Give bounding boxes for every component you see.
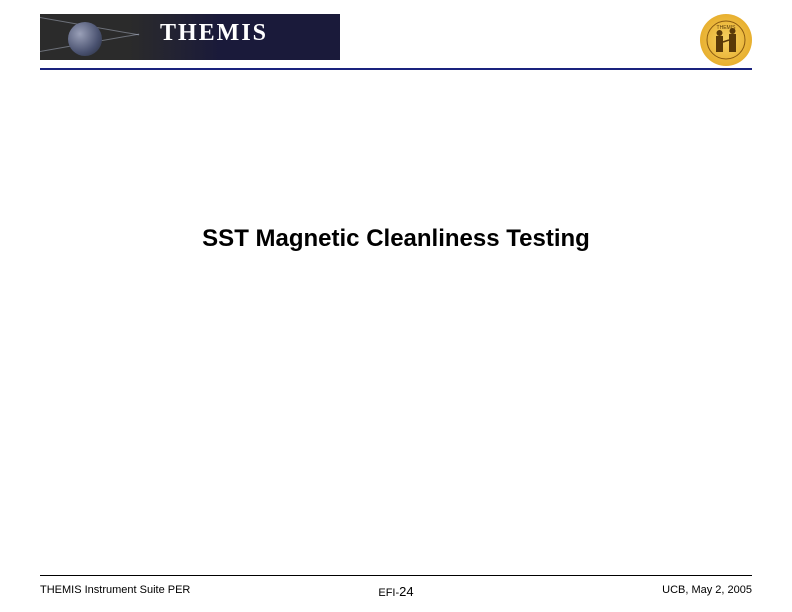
footer-prefix: EFI- (378, 587, 399, 599)
page-number: 24 (399, 584, 413, 599)
slide-footer: THEMIS Instrument Suite PER EFI-24 UCB, … (40, 584, 752, 596)
footer-center: EFI-24 (378, 584, 413, 599)
slide-header: THEMIS THEMIS (40, 14, 752, 66)
header-divider (40, 68, 752, 70)
logo-text: THEMIS (160, 20, 268, 47)
themis-logo-banner: THEMIS (40, 14, 340, 60)
planet-icon (68, 22, 102, 56)
footer-divider (40, 575, 752, 576)
footer-right: UCB, May 2, 2005 (662, 584, 752, 596)
footer-left: THEMIS Instrument Suite PER (40, 584, 190, 596)
mission-badge-icon: THEMIS (700, 14, 752, 66)
slide-title: SST Magnetic Cleanliness Testing (0, 225, 792, 253)
